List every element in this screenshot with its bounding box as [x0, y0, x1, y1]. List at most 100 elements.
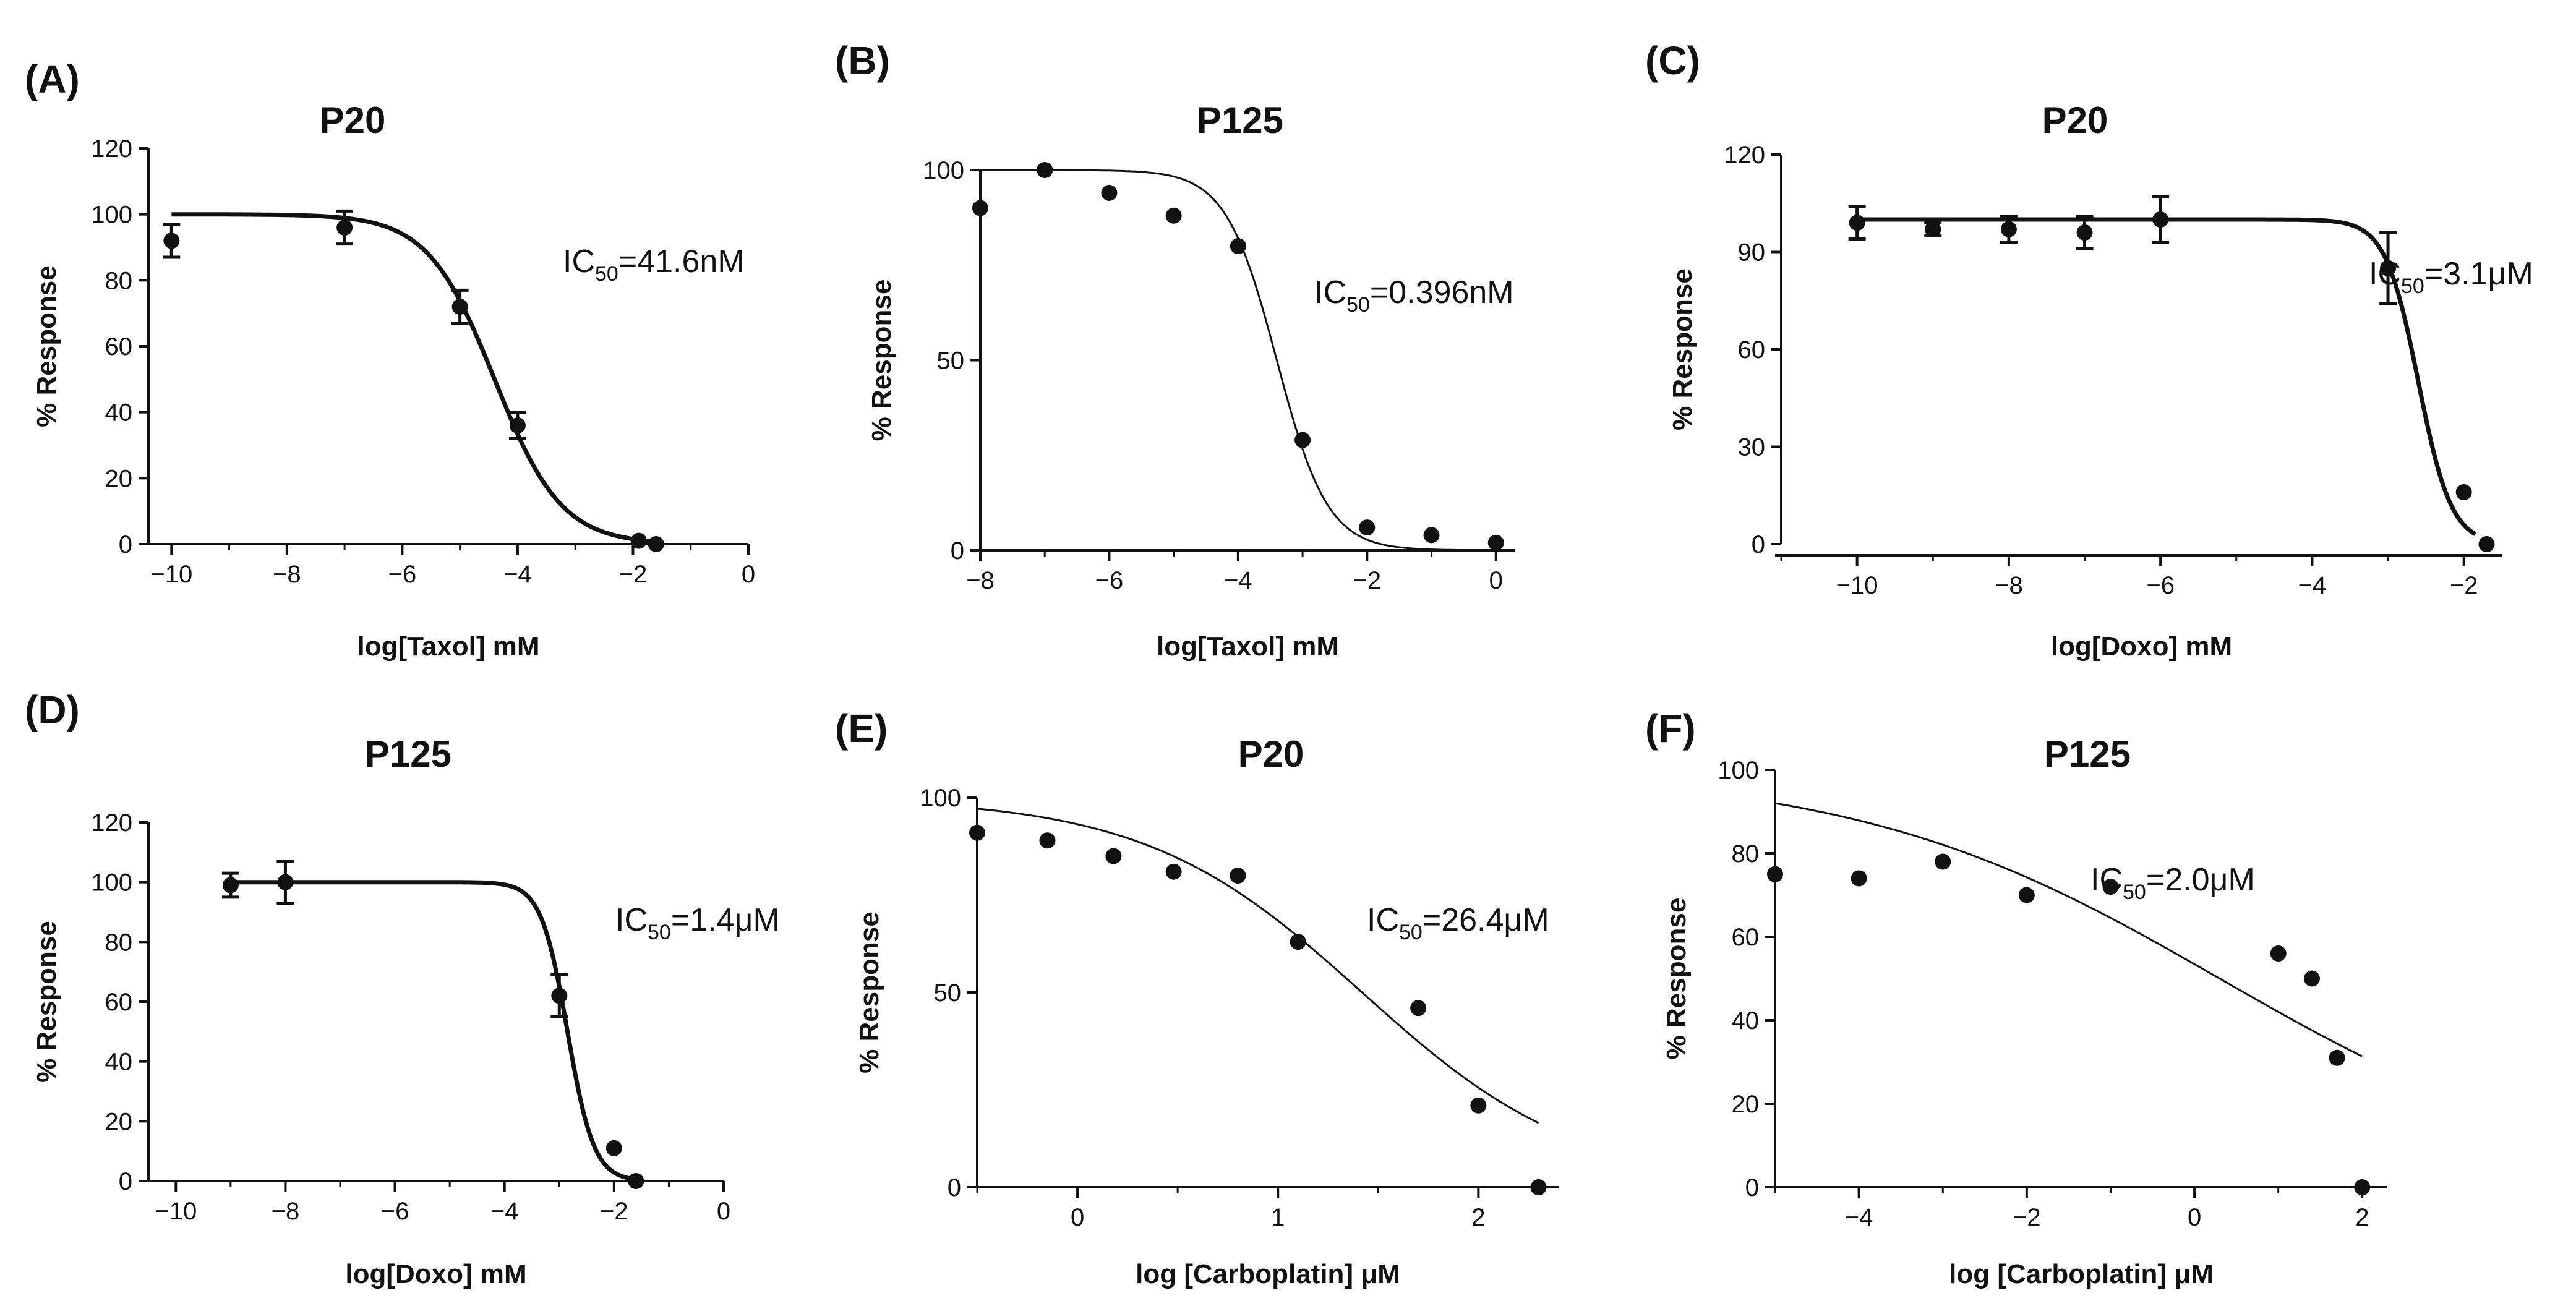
panel-label: (A)	[25, 57, 80, 101]
y-tick-label: 100	[91, 202, 132, 229]
y-tick-label: 80	[105, 929, 133, 956]
x-tick-label: −8	[1995, 572, 2023, 599]
y-axis-label: % Response	[32, 921, 62, 1083]
x-tick-label: −10	[155, 1198, 197, 1225]
data-point	[551, 988, 568, 1004]
x-tick-label: −4	[1224, 567, 1252, 594]
y-tick-label: 0	[119, 531, 132, 558]
data-point	[972, 200, 988, 216]
chart-panel: (A) P20 0 20 40 60 80 100 120 −10 −8 −6 −4 −2 0 log[Tax…	[25, 57, 755, 662]
data-point	[2329, 1049, 2345, 1066]
data-point	[1230, 868, 1246, 884]
x-tick-label: 0	[1071, 1204, 1084, 1231]
ic50-value: =26.4μM	[1423, 902, 1549, 938]
ic50-prefix: IC	[2369, 256, 2401, 292]
data-point	[2380, 260, 2397, 276]
x-tick-label: 1	[1271, 1204, 1285, 1231]
ic50-value: =41.6nM	[618, 244, 745, 279]
data-point	[2152, 211, 2169, 228]
ic50-subscript: 50	[1346, 293, 1370, 317]
y-axis-label: % Response	[854, 911, 884, 1073]
x-axis-label: log[Doxo] mM	[2051, 631, 2232, 662]
ic50-subscript: 50	[648, 921, 671, 944]
ic50-subscript: 50	[2123, 881, 2146, 904]
ic50-value: =2.0μM	[2146, 862, 2255, 898]
data-point	[451, 299, 468, 315]
x-tick-label: −2	[619, 561, 648, 588]
y-tick-label: 100	[91, 869, 132, 897]
fit-curve	[171, 212, 657, 544]
ic50-annotation: IC50=2.0μM	[2090, 862, 2255, 904]
ic50-annotation: IC50=0.396nM	[1314, 275, 1514, 317]
data-point	[1849, 215, 1865, 231]
data-point	[1470, 1097, 1487, 1114]
chart-title: P20	[320, 100, 386, 141]
x-tick-label: 0	[2188, 1204, 2201, 1231]
ic50-value: =3.1μM	[2424, 256, 2533, 292]
ic50-value: =1.4μM	[671, 902, 780, 938]
panel-label: (D)	[25, 688, 80, 732]
data-point	[969, 824, 985, 841]
chart-panel: (E) P20 0 50 100 0 1 2 log [Carboplatin] μM % Res…	[835, 706, 1559, 1289]
panel-label: (B)	[835, 38, 890, 83]
data-point	[628, 1173, 644, 1189]
ic50-subscript: 50	[595, 262, 618, 286]
data-point	[2270, 945, 2287, 962]
data-point	[1165, 863, 1182, 880]
ic50-subscript: 50	[2401, 275, 2424, 298]
data-point	[222, 877, 239, 894]
data-point	[1105, 848, 1122, 864]
chart-title: P20	[2042, 100, 2108, 141]
y-tick-label: 0	[948, 1174, 961, 1201]
y-tick-label: 80	[105, 267, 133, 294]
y-tick-label: 40	[1732, 1007, 1760, 1035]
y-tick-label: 90	[1738, 239, 1766, 267]
y-tick-label: 100	[1718, 757, 1759, 784]
x-tick-label: 2	[1471, 1204, 1485, 1231]
x-tick-label: −4	[490, 1198, 519, 1225]
y-tick-label: 100	[923, 157, 964, 184]
y-axis-label: % Response	[1667, 268, 1698, 430]
data-point	[1230, 238, 1246, 254]
data-point	[2102, 879, 2119, 895]
data-point	[1039, 832, 1056, 849]
x-tick-label: −10	[1836, 572, 1878, 599]
data-point	[509, 417, 526, 433]
y-tick-label: 0	[119, 1168, 132, 1195]
ic50-prefix: IC	[1367, 902, 1399, 938]
x-axis-label: log[Taxol] mM	[1157, 631, 1339, 662]
y-tick-label: 40	[105, 399, 133, 427]
y-tick-label: 0	[1745, 1174, 1759, 1201]
y-tick-label: 120	[91, 809, 132, 837]
x-tick-label: −2	[2450, 572, 2478, 599]
x-tick-label: −6	[2146, 572, 2175, 599]
y-tick-label: 60	[105, 333, 133, 360]
x-tick-label: 0	[1489, 567, 1503, 594]
x-axis-label: log[Taxol] mM	[357, 631, 540, 662]
y-tick-label: 50	[934, 979, 962, 1007]
y-tick-label: 20	[1732, 1091, 1760, 1118]
y-tick-label: 120	[1724, 142, 1765, 169]
data-point	[163, 233, 180, 249]
data-point	[2018, 887, 2035, 903]
y-tick-label: 100	[920, 785, 961, 812]
y-tick-label: 20	[105, 465, 133, 492]
data-point	[2455, 484, 2472, 500]
x-axis-label: log [Carboplatin] μM	[1136, 1259, 1400, 1289]
x-tick-label: −8	[272, 1198, 300, 1225]
x-tick-label: −4	[1845, 1204, 1873, 1231]
x-tick-label: −2	[2013, 1204, 2041, 1231]
chart-title: P125	[365, 733, 451, 775]
data-point	[648, 536, 664, 552]
data-point	[1530, 1179, 1547, 1195]
y-tick-label: 60	[105, 989, 133, 1016]
y-tick-label: 120	[91, 135, 132, 163]
data-point	[1925, 221, 1941, 237]
x-axis-label: log [Carboplatin] μM	[1949, 1259, 2214, 1289]
data-point	[1037, 162, 1053, 178]
chart-panel: (F) P125 0 20 40 60 80 100 −4 −2 0 2 log [Carboplati…	[1645, 706, 2387, 1289]
ic50-value: =0.396nM	[1370, 275, 1514, 310]
ic50-annotation: IC50=41.6nM	[563, 244, 745, 286]
data-point	[2000, 221, 2017, 237]
chart-panel: (C) P20 0 30 60 90 120 −10 −8 −6 −4 −2 log[Doxo] mM%…	[1645, 38, 2533, 662]
